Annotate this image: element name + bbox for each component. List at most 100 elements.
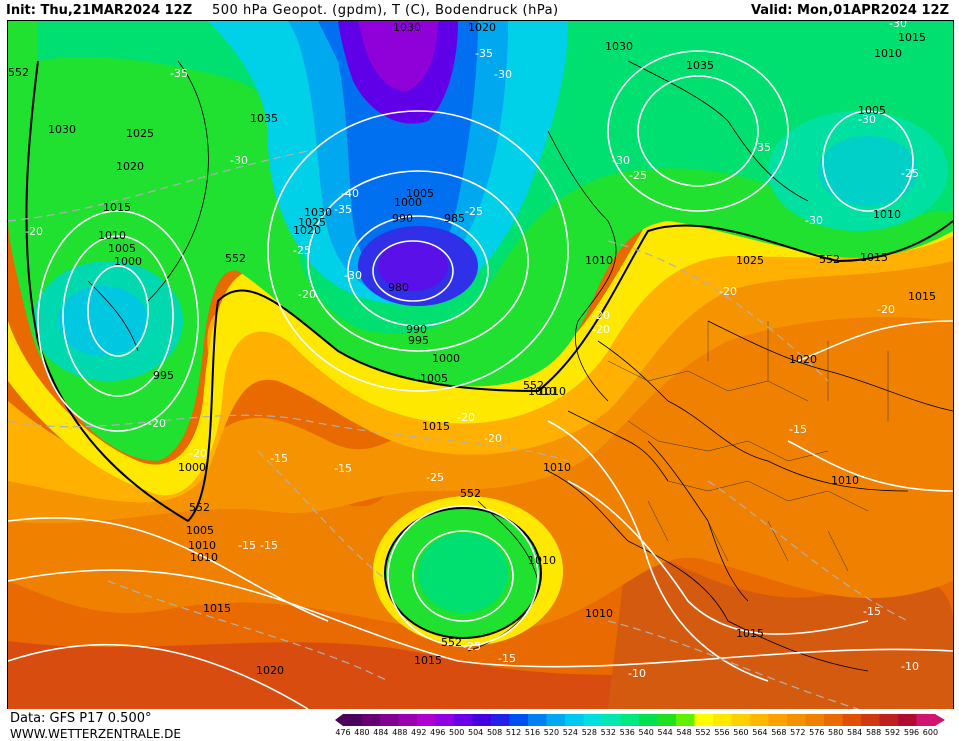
pressure-label: 1030 (393, 21, 421, 34)
legend-arrow-right (935, 714, 945, 726)
legend-tick-label: 584 (847, 728, 863, 737)
temp-label: -25 (465, 205, 483, 218)
pressure-label: 1020 (256, 664, 284, 677)
legend-bar (335, 714, 945, 726)
legend-swatch (639, 714, 658, 726)
legend-tick-label: 588 (865, 728, 882, 737)
geopot-labels: 552 552 552 552 552 552 552 (8, 66, 840, 649)
legend-tick-label: 560 (733, 728, 749, 737)
weather-map[interactable]: 1030 1025 1020 1015 1010 1005 1000 995 1… (7, 20, 954, 710)
temp-label: -25 (426, 471, 444, 484)
pressure-label: 1010 (543, 461, 571, 474)
legend-tick-label: 484 (373, 728, 389, 737)
pressure-label: 1020 (468, 21, 496, 34)
ne-trough-532 (818, 136, 918, 206)
legend-tick-label: 572 (790, 728, 806, 737)
pressure-label: 1020 (293, 224, 321, 237)
color-legend (335, 712, 957, 732)
legend-tick-label: 600 (922, 728, 939, 737)
pressure-label: 1025 (298, 216, 326, 229)
legend-swatch (787, 714, 806, 726)
legend-swatch (898, 714, 917, 726)
temp-label: -30 (612, 154, 630, 167)
geopot-label: 552 (460, 487, 481, 500)
temp-label: -20 (484, 432, 502, 445)
pressure-label: 1025 (736, 254, 764, 267)
temp-label: -20 (25, 225, 43, 238)
legend-arrow-left (335, 714, 343, 726)
legend-swatch (565, 714, 584, 726)
temp-label: -20 (148, 417, 166, 430)
temp-label: -25 (293, 244, 311, 257)
temp-label: -15 (334, 462, 352, 475)
legend-swatch (861, 714, 880, 726)
legend-tick-label: 520 (543, 728, 560, 737)
temp-label: -15 (260, 539, 278, 552)
temp-label: -30 (230, 154, 248, 167)
pressure-label: 1025 (126, 127, 154, 140)
legend-ticks: 476 480 484 488 492 496 500 504 508 512 516 520 524 5… (335, 728, 952, 740)
temp-label: -10 (628, 667, 646, 680)
pressure-label: 1000 (432, 352, 460, 365)
geopot-label: 552 (441, 636, 462, 649)
pressure-label: 995 (153, 369, 174, 382)
pressure-label: 985 (444, 212, 465, 225)
temp-label: -35 (334, 203, 352, 216)
legend-swatch (398, 714, 418, 726)
isotherms (8, 150, 909, 709)
temperature-labels: -35 -30 -20 -20 -15 -15 -20 -20 -25 -30 … (25, 21, 919, 680)
legend-tick-label: 492 (411, 728, 427, 737)
pressure-label: 1015 (736, 627, 764, 640)
pressure-label: 1015 (103, 201, 131, 214)
legend-swatch (491, 714, 510, 726)
geopot-label: 552 (523, 379, 544, 392)
pressure-label: 1010 (98, 229, 126, 242)
legend-tick-label: 568 (771, 728, 787, 737)
geopot-label: 552 (189, 501, 210, 514)
legend-tick-label: 576 (809, 728, 825, 737)
pressure-label: 1000 (114, 255, 142, 268)
cutoff-540 (418, 533, 508, 613)
pressure-labels: 1030 1025 1020 1015 1010 1005 1000 995 1… (48, 21, 936, 677)
temp-label: -20 (189, 447, 207, 460)
legend-swatch (602, 714, 621, 726)
temp-label: -35 (753, 141, 771, 154)
field-556 (8, 197, 953, 496)
temp-label: -15 (789, 423, 807, 436)
pressure-label: 1015 (414, 654, 442, 667)
legend-swatch (805, 714, 825, 726)
pressure-label: 995 (408, 334, 429, 347)
legend-swatch (380, 714, 399, 726)
pressure-label: 1035 (686, 59, 714, 72)
pressure-label: 1020 (116, 160, 144, 173)
legend-tick-label: 564 (752, 728, 768, 737)
pressure-label: 1015 (908, 290, 936, 303)
temp-label: -30 (344, 269, 362, 282)
pressure-label: 1010 (873, 208, 901, 221)
legend-swatch (824, 714, 843, 726)
site-url[interactable]: WWW.WETTERZENTRALE.DE (10, 727, 181, 741)
contour-552-cutoff (384, 507, 542, 639)
legend-swatch (435, 714, 455, 726)
legend-swatch (509, 714, 529, 726)
pressure-label: 1010 (874, 47, 902, 60)
pressure-label: 1030 (48, 123, 76, 136)
temp-label: -15 (863, 605, 881, 618)
contour-552 (25, 60, 953, 522)
temp-label: -40 (341, 187, 359, 200)
map-header: Init: Thu,21MAR2024 12Z 500 hPa Geopot. … (0, 0, 959, 22)
weather-map-canvas: 1030 1025 1020 1015 1010 1005 1000 995 1… (8, 21, 953, 709)
legend-swatch (343, 714, 362, 726)
legend-swatch (620, 714, 640, 726)
legend-tick-label: 592 (884, 728, 901, 737)
pressure-label: 1010 (538, 385, 566, 398)
pressure-label: 990 (392, 212, 413, 225)
pressure-label: 1005 (420, 372, 448, 385)
legend-swatch (657, 714, 677, 726)
geopot-label: 552 (819, 253, 840, 266)
pressure-label: 1005 (858, 104, 886, 117)
legend-tick-label: 476 (335, 728, 351, 737)
pressure-label: 1000 (178, 461, 206, 474)
legend-tick-label: 500 (449, 728, 465, 737)
legend-tick-label: 544 (657, 728, 673, 737)
